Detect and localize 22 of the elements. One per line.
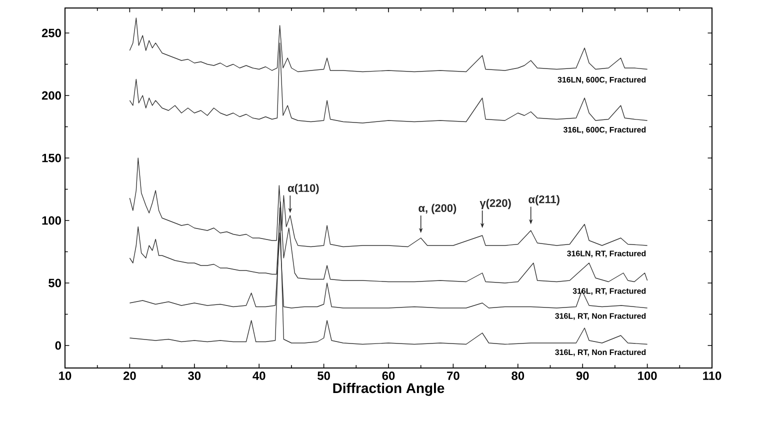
y-tick-label: 50	[48, 278, 61, 288]
x-tick-label: 80	[512, 372, 524, 380]
x-tick-label: 70	[447, 372, 460, 380]
y-tick-label: 250	[42, 28, 61, 38]
y-tick-label: 150	[42, 154, 61, 162]
x-tick-label: 50	[318, 372, 330, 380]
x-tick-label: 100	[638, 372, 657, 380]
y-tick-label: 0	[55, 341, 61, 350]
annotation: α, (200)	[418, 204, 456, 214]
x-axis-title: Diffraction Angle	[333, 382, 444, 396]
annotation: α(110)	[288, 184, 319, 194]
x-tick-label: 90	[576, 372, 589, 380]
x-tick-label: 30	[188, 372, 201, 380]
annotation: γ(220)	[480, 198, 511, 210]
x-tick-label: 60	[382, 372, 395, 380]
x-tick-label: 110	[703, 372, 722, 380]
annotation: α(211)	[528, 195, 560, 206]
x-tick-label: 10	[59, 372, 72, 380]
y-tick-label: 200	[42, 91, 61, 100]
y-tick-label: 100	[42, 216, 61, 225]
x-tick-label: 20	[123, 372, 136, 380]
x-tick-label: 40	[252, 372, 266, 380]
